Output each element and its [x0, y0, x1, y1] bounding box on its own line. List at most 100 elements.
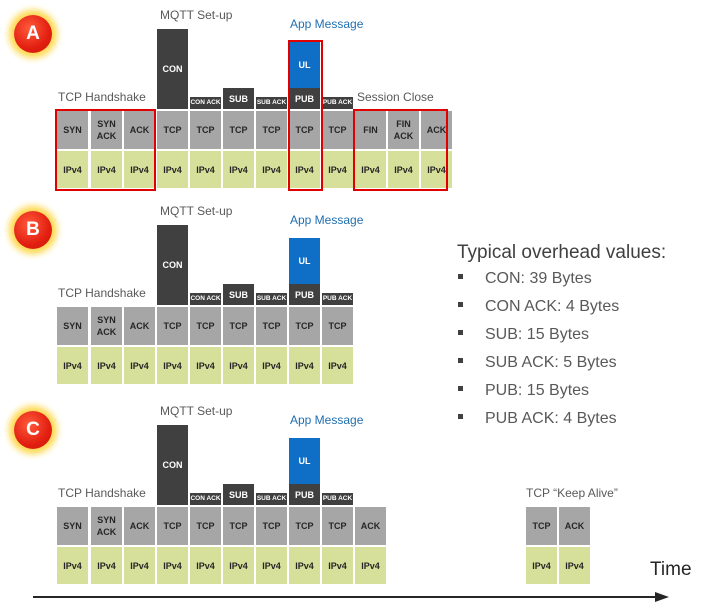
- tcp-segment: TCP: [322, 307, 353, 345]
- ipv4-layer: IPv4: [223, 347, 254, 384]
- tcp-segment: TCP: [157, 307, 188, 345]
- app-message-label: App Message: [290, 413, 364, 427]
- syn-packet: SYN: [57, 111, 88, 149]
- overhead-item-pub-ack: PUB ACK: 4 Bytes: [458, 410, 617, 428]
- pub-ack-message: PUB ACK: [322, 493, 353, 505]
- con-ack-message: CON ACK: [190, 493, 221, 505]
- overhead-item-con: CON: 39 Bytes: [458, 270, 592, 288]
- ipv4-layer: IPv4: [256, 547, 287, 584]
- ack-packet: ACK: [124, 507, 155, 545]
- tcp-segment: TCP: [190, 307, 221, 345]
- bullet-icon: [458, 302, 463, 308]
- fin-packet: FIN: [355, 111, 386, 149]
- overhead-title: Typical overhead values:: [457, 242, 667, 263]
- ipv4-layer: IPv4: [91, 547, 122, 584]
- ipv4-layer: IPv4: [388, 151, 419, 188]
- bullet-icon: [458, 330, 463, 336]
- tcp-handshake-label: TCP Handshake: [58, 90, 146, 104]
- ipv4-layer: IPv4: [157, 347, 188, 384]
- bullet-icon: [458, 274, 463, 280]
- ipv4-layer: IPv4: [559, 547, 590, 584]
- ipv4-layer: IPv4: [355, 151, 386, 188]
- overhead-item-con-ack: CON ACK: 4 Bytes: [458, 298, 619, 316]
- time-axis-arrow: [33, 592, 669, 602]
- overhead-item-sub: SUB: 15 Bytes: [458, 326, 589, 344]
- ipv4-layer: IPv4: [223, 547, 254, 584]
- ipv4-layer: IPv4: [256, 151, 287, 188]
- ipv4-layer: IPv4: [124, 347, 155, 384]
- ack-packet: ACK: [124, 111, 155, 149]
- sub-message: SUB: [223, 484, 254, 505]
- con-message: CON: [157, 425, 188, 505]
- tcp-segment: TCP: [289, 507, 320, 545]
- tcp-segment: TCP: [157, 111, 188, 149]
- time-axis-label: Time: [650, 559, 692, 580]
- pub-ack-message: PUB ACK: [322, 293, 353, 305]
- app-message-label: App Message: [290, 213, 364, 227]
- bullet-icon: [458, 414, 463, 420]
- tcp-handshake-label: TCP Handshake: [58, 286, 146, 300]
- syn-packet: SYN: [57, 307, 88, 345]
- session-close-highlight: [353, 109, 448, 191]
- ipv4-layer: IPv4: [190, 347, 221, 384]
- ipv4-layer: IPv4: [157, 151, 188, 188]
- tcp-segment: TCP: [190, 507, 221, 545]
- mqtt-setup-label: MQTT Set-up: [160, 204, 233, 218]
- overhead-item-sub-ack: SUB ACK: 5 Bytes: [458, 354, 617, 372]
- ipv4-layer: IPv4: [190, 151, 221, 188]
- tcp-segment: TCP: [223, 307, 254, 345]
- ipv4-layer: IPv4: [91, 151, 122, 188]
- ipv4-layer: IPv4: [526, 547, 557, 584]
- ipv4-layer: IPv4: [355, 547, 386, 584]
- ul-payload: UL: [289, 438, 320, 484]
- pub-message: PUB: [289, 284, 320, 305]
- syn-ack-packet: SYN ACK: [91, 307, 122, 345]
- tcp-segment: TCP: [223, 111, 254, 149]
- sub-message: SUB: [223, 284, 254, 305]
- sub-ack-message: SUB ACK: [256, 493, 287, 505]
- keep-alive-tcp-segment: TCP: [526, 507, 557, 545]
- row-a-badge: A: [14, 15, 52, 53]
- ipv4-layer: IPv4: [190, 547, 221, 584]
- bullet-icon: [458, 386, 463, 392]
- row-b-badge: B: [14, 211, 52, 249]
- tcp-handshake-label: TCP Handshake: [58, 486, 146, 500]
- keep-alive-ack-packet: ACK: [559, 507, 590, 545]
- ipv4-layer: IPv4: [256, 347, 287, 384]
- ipv4-layer: IPv4: [223, 151, 254, 188]
- tcp-segment: TCP: [322, 111, 353, 149]
- pub-message: PUB: [289, 88, 320, 109]
- ipv4-layer: IPv4: [322, 151, 353, 188]
- row-c-badge: C: [14, 411, 52, 449]
- pub-message: PUB: [289, 484, 320, 505]
- con-ack-message: CON ACK: [190, 97, 221, 109]
- ul-payload: UL: [289, 42, 320, 88]
- tcp-segment: TCP: [322, 507, 353, 545]
- ipv4-layer: IPv4: [289, 347, 320, 384]
- tcp-segment: TCP: [289, 111, 320, 149]
- con-ack-message: CON ACK: [190, 293, 221, 305]
- ipv4-layer: IPv4: [124, 547, 155, 584]
- mqtt-setup-label: MQTT Set-up: [160, 8, 233, 22]
- app-message-highlight: [288, 40, 323, 191]
- syn-ack-packet: SYN ACK: [91, 507, 122, 545]
- tcp-segment: TCP: [190, 111, 221, 149]
- ipv4-layer: IPv4: [289, 547, 320, 584]
- syn-packet: SYN: [57, 507, 88, 545]
- fin-ack-packet: FIN ACK: [388, 111, 419, 149]
- ipv4-layer: IPv4: [322, 547, 353, 584]
- con-message: CON: [157, 29, 188, 109]
- ack-packet: ACK: [124, 307, 155, 345]
- tcp-segment: TCP: [157, 507, 188, 545]
- handshake-highlight: [55, 109, 156, 191]
- tcp-segment: TCP: [289, 307, 320, 345]
- ul-payload: UL: [289, 238, 320, 284]
- tcp-segment: TCP: [256, 111, 287, 149]
- tcp-segment: TCP: [256, 307, 287, 345]
- bullet-icon: [458, 358, 463, 364]
- session-close-label: Session Close: [357, 90, 434, 104]
- sub-ack-message: SUB ACK: [256, 97, 287, 109]
- ipv4-layer: IPv4: [322, 347, 353, 384]
- app-message-label: App Message: [290, 17, 364, 31]
- con-message: CON: [157, 225, 188, 305]
